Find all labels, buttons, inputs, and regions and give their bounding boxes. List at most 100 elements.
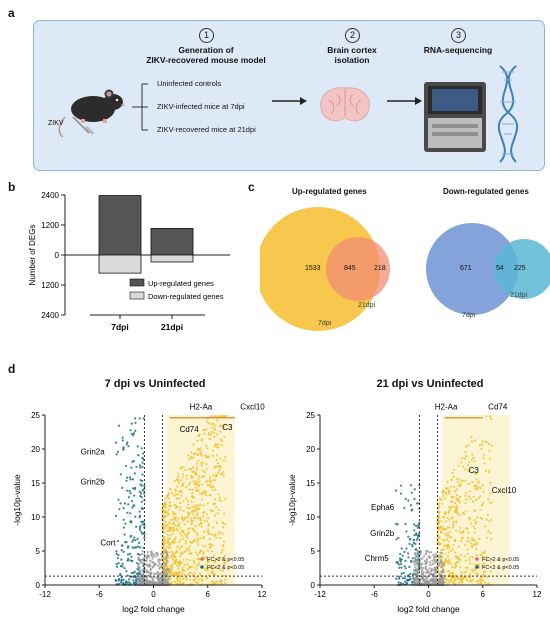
volcano-point [130,466,133,469]
volcano-point [455,560,459,564]
volcano-point [172,494,176,497]
volcano-point [454,551,457,554]
volcano-point [462,465,465,468]
volcano-point [114,441,118,444]
step-2-title: Brain cortex isolation [327,45,377,65]
volcano-point [151,557,154,560]
volcano-point [136,568,139,571]
mouse-illustration [58,89,125,138]
volcano-point [458,530,461,533]
volcano-point [444,511,447,514]
volcano-point [469,562,472,565]
volcano-point [126,546,129,549]
volcano-point [415,578,418,581]
volcano-point [121,544,124,547]
volcano-point [122,507,125,510]
volcano-point [448,547,451,550]
volcano-point [122,578,125,582]
volcano-point [403,565,406,568]
volcano-point [400,566,403,569]
volcano-point [187,531,190,534]
volcano-point [396,523,399,526]
volcano-point [475,483,478,486]
volcano-point [214,475,217,478]
volcano-point [185,578,189,581]
volcano-point [432,572,435,575]
volcano-gene-label: Cxcl10 [240,403,265,412]
volcano-point [473,531,476,534]
volcano-point [151,561,154,564]
volcano-point [444,558,447,561]
volcano-point [171,533,174,536]
volcano-point [403,507,406,510]
volcano-point [206,520,209,523]
volcano-point [398,575,401,578]
volcano-point [193,516,196,519]
bar-down-21dpi [150,254,194,263]
volcano-point [439,577,442,580]
volcano-point [219,430,222,433]
volcano-point [441,491,444,494]
volcano-point [481,440,484,443]
volcano-point [178,524,181,527]
volcano-point [194,524,197,528]
volcano-point [224,559,227,562]
bar-y-tick-label: 2400 [41,311,59,320]
volcano-point [126,476,129,479]
volcano-point [456,494,459,497]
volcano-point [203,475,206,478]
volcano-point [163,519,166,522]
volcano-point [125,570,128,573]
volcano-point [185,474,188,477]
volcano-point [483,551,486,554]
volcano-point [211,509,215,512]
volcano-point [473,460,476,463]
volcano-point [475,553,478,556]
volcano-point [182,531,185,534]
volcano-point [467,469,470,472]
volcano-point [442,562,445,565]
venn-up-only-7dpi: 1533 [305,265,321,272]
volcano-point [137,573,140,576]
volcano-point [429,570,432,573]
volcano-point [145,563,148,567]
volcano-point [479,508,482,511]
volcano-point [118,424,121,427]
volcano-legend-up-dot [200,557,204,561]
volcano-point [115,514,118,517]
volcano-point [452,520,455,523]
volcano-point [445,538,449,541]
volcano-point [186,506,189,509]
volcano-point [401,577,404,580]
volcano-point [198,480,201,483]
volcano-point [126,553,129,556]
volcano-point [211,454,214,457]
volcano-y-tick-label: 5 [36,547,41,556]
volcano-point [207,528,210,531]
volcano-point [145,557,148,560]
volcano-point [178,532,182,535]
volcano-point [447,551,450,554]
volcano-point [484,440,487,444]
volcano-point [133,546,136,549]
volcano-point [425,550,428,553]
volcano-point [473,519,476,522]
volcano-point [469,576,472,579]
volcano-point [432,562,435,565]
volcano-point [206,576,209,579]
volcano-point [453,510,456,513]
condition-bracket [132,83,148,131]
volcano-point [490,538,493,541]
volcano-point [213,435,216,438]
volcano-point [163,547,166,550]
volcano-point [433,557,436,560]
volcano-point [415,555,418,558]
volcano-point [190,500,193,503]
volcano-point [409,538,412,541]
volcano-point [446,545,449,548]
volcano-point [157,560,160,563]
volcano-point [165,510,168,513]
volcano-point [207,517,210,520]
volcano-point [166,514,169,517]
volcano-point [215,521,218,525]
